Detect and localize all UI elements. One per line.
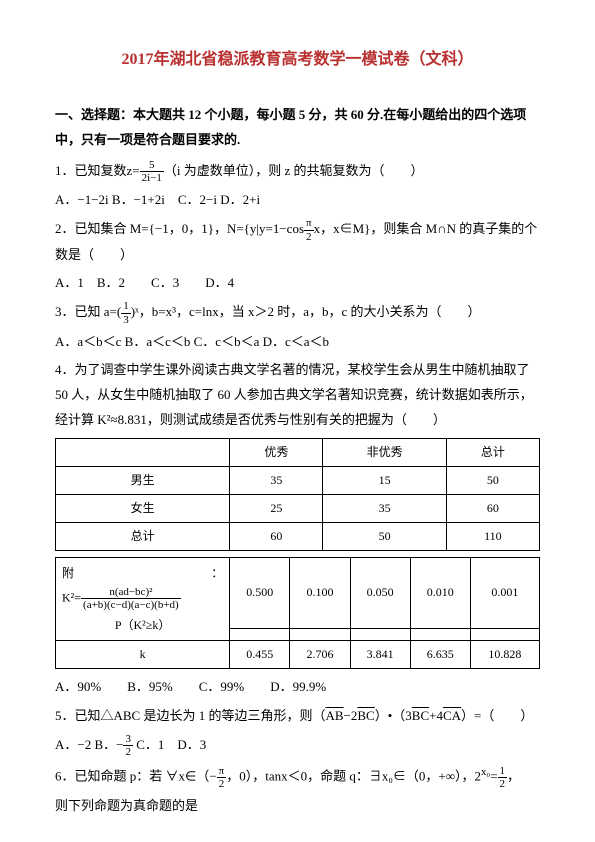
- vector-bc2: BC: [412, 708, 429, 723]
- table-cell: 25: [230, 495, 323, 523]
- q5-text-b: ）=（ ）: [461, 708, 533, 723]
- table-cell: 0.001: [470, 557, 539, 628]
- table-cell: 总计: [56, 522, 230, 550]
- q6-text-c: =: [490, 768, 497, 783]
- vector-ca: CA: [443, 708, 461, 723]
- table-cell: 非优秀: [323, 439, 446, 467]
- table-cell: 6.635: [410, 641, 470, 669]
- vector-bc1: BC: [357, 708, 374, 723]
- q6-fraction-1: π2: [217, 765, 227, 790]
- question-1: 1．已知复数z=52i−1（i 为虚数单位），则 z 的共轭复数为（ ）: [55, 159, 540, 185]
- q1-text-a: 1．已知复数z=: [55, 163, 140, 178]
- question-4: 4．为了调查中学生课外阅读古典文学名著的情况，某校学生会从男生中随机抽取了 50…: [55, 358, 540, 432]
- q6-text-a: 6．已知命题 p：若 ∀x∈（−: [55, 768, 217, 783]
- q6-text-d: ，: [507, 768, 520, 783]
- table-cell: 总计: [446, 439, 539, 467]
- table-cell: 50: [323, 522, 446, 550]
- question-5: 5．已知△ABC 是边长为 1 的等边三角形，则（AB−2BC）•（3BC+4C…: [55, 704, 540, 729]
- q5-options: A．−2 B．−32 C．1 D．3: [55, 733, 540, 759]
- q3-text-a: 3．已知 a=(: [55, 304, 121, 319]
- question-3: 3．已知 a=(13)ˣ，b=x³，c=lnx，当 x＞2 时，a，b，c 的大…: [55, 300, 540, 326]
- q1-fraction: 52i−1: [140, 159, 164, 184]
- q5-m3: +4: [429, 708, 443, 723]
- table-cell: 0.500: [230, 557, 290, 628]
- chi-formula: n(ad−bc)²(a+b)(c−d)(a−c)(b+d): [81, 586, 181, 611]
- exam-page: 2017年湖北省稳派教育高考数学一模试卷（文科） 一、选择题：本大题共 12 个…: [0, 0, 595, 842]
- table-cell: 35: [230, 467, 323, 495]
- table-cell: 男生: [56, 467, 230, 495]
- table-cell: 2.706: [290, 641, 350, 669]
- q3-fraction: 13: [121, 300, 131, 325]
- table-cell: [56, 439, 230, 467]
- table-row: 总计 60 50 110: [56, 522, 540, 550]
- q6-sup: x₀: [481, 766, 490, 778]
- table-cell: 50: [446, 467, 539, 495]
- chi-square-table: 附 ： K²=n(ad−bc)²(a+b)(c−d)(a−c)(b+d) P（K…: [55, 557, 540, 670]
- q2-options: A．1 B．2 C．3 D．4: [55, 271, 540, 296]
- q3-options: A．a＜b＜c B．a＜c＜b C．c＜b＜a D．c＜a＜b: [55, 330, 540, 355]
- vector-ab: AB: [325, 708, 343, 723]
- q5-fraction: 32: [123, 733, 133, 758]
- q6-text-b: ，0），tanx＜0，命题 q：∃x₀∈（0，+∞），2: [226, 768, 481, 783]
- table-cell: 3.841: [350, 641, 410, 669]
- table-cell: 35: [323, 495, 446, 523]
- page-title: 2017年湖北省稳派教育高考数学一模试卷（文科）: [55, 45, 540, 75]
- q5-text-a: 5．已知△ABC 是边长为 1 的等边三角形，则（: [55, 708, 325, 723]
- table-cell: 女生: [56, 495, 230, 523]
- q5-opts-a: A．−2 B．−: [55, 737, 123, 752]
- q1-options: A．−1−2i B．−1+2i C．2−i D．2+i: [55, 188, 540, 213]
- q6-fraction-2: 12: [498, 765, 508, 790]
- table-cell: 110: [446, 522, 539, 550]
- table-row: 附 ： K²=n(ad−bc)²(a+b)(c−d)(a−c)(b+d) P（K…: [56, 557, 540, 628]
- table-cell: 0.010: [410, 557, 470, 628]
- q6-continue: 则下列命题为真命题的是: [55, 794, 540, 819]
- k-label: k: [56, 641, 230, 669]
- table-cell: 10.828: [470, 641, 539, 669]
- formula-cell: 附 ： K²=n(ad−bc)²(a+b)(c−d)(a−c)(b+d) P（K…: [56, 557, 230, 641]
- q4-options: A．90% B．95% C．99% D．99.9%: [55, 675, 540, 700]
- q5-m2: ）•（3: [375, 708, 412, 723]
- question-6: 6．已知命题 p：若 ∀x∈（−π2，0），tanx＜0，命题 q：∃x₀∈（0…: [55, 762, 540, 790]
- table-cell: 优秀: [230, 439, 323, 467]
- contingency-table: 优秀 非优秀 总计 男生 35 15 50 女生 25 35 60 总计 60 …: [55, 438, 540, 550]
- formula-left: K²=: [62, 591, 81, 605]
- table-row: 优秀 非优秀 总计: [56, 439, 540, 467]
- table-cell: 60: [230, 522, 323, 550]
- section-heading: 一、选择题：本大题共 12 个小题，每小题 5 分，共 60 分.在每小题给出的…: [55, 103, 540, 152]
- table-cell: 60: [446, 495, 539, 523]
- table-cell: 0.100: [290, 557, 350, 628]
- table-row: 女生 25 35 60: [56, 495, 540, 523]
- p-label: P（K²≥k）: [62, 614, 223, 637]
- table-row: k 0.455 2.706 3.841 6.635 10.828: [56, 641, 540, 669]
- q3-text-b: )ˣ，b=x³，c=lnx，当 x＞2 时，a，b，c 的大小关系为（ ）: [131, 304, 481, 319]
- table-row: 男生 35 15 50: [56, 467, 540, 495]
- appendix-label-a: 附: [62, 562, 74, 585]
- q2-fraction: π2: [304, 217, 314, 242]
- table-cell: 0.050: [350, 557, 410, 628]
- q2-text-a: 2．已知集合 M={−1，0，1}，N={y|y=1−cos: [55, 221, 304, 236]
- question-2: 2．已知集合 M={−1，0，1}，N={y|y=1−cosπ2x，x∈M}，则…: [55, 217, 540, 267]
- q5-opts-b: C．1 D．3: [133, 737, 206, 752]
- appendix-label-b: ：: [211, 562, 223, 585]
- table-cell: 0.455: [230, 641, 290, 669]
- table-cell: 15: [323, 467, 446, 495]
- q1-text-b: （i 为虚数单位），则 z 的共轭复数为（ ）: [164, 163, 424, 178]
- q5-m1: −2: [344, 708, 358, 723]
